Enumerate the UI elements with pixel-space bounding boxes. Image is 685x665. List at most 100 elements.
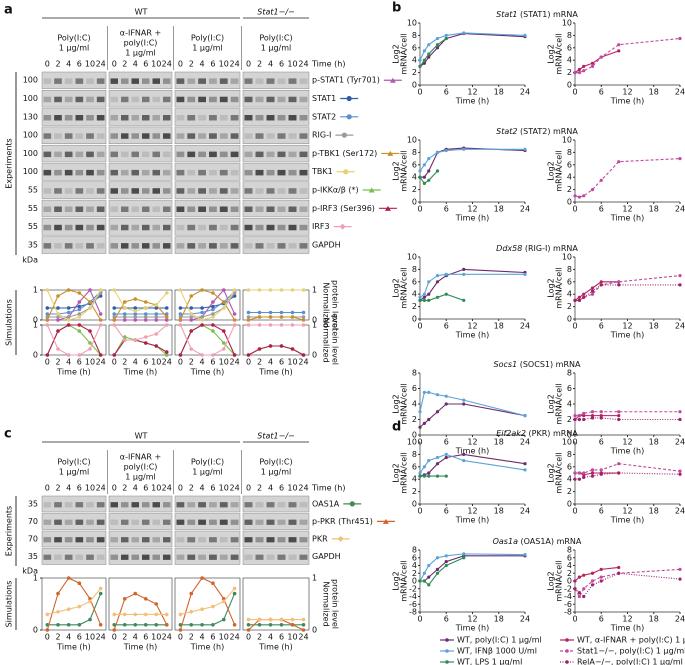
series-line [419,170,438,185]
sim-point [232,318,237,322]
sim-point [211,353,215,357]
sim-point [143,341,148,345]
sim-point [232,323,237,327]
data-point [617,462,621,466]
data-point [617,280,621,284]
data-point [617,571,621,575]
gene-name: Stat2 [496,127,517,136]
band [163,188,171,194]
y-tick-label: -6 [564,600,572,609]
y-tick-label: -6 [409,600,417,609]
band [266,206,275,212]
data-point [427,43,431,47]
band [288,133,297,139]
sim-point [154,318,159,322]
sim-point [66,353,71,357]
data-point [422,465,426,469]
y-tick-label-right: 1 [312,321,317,330]
time-label: 24 [298,484,308,493]
band [266,115,275,121]
sim-point [232,623,237,627]
kda-label: 35 [28,499,38,508]
sim-line [113,336,168,356]
data-point [418,169,422,173]
sim-point [164,312,169,316]
sim-point [56,347,60,351]
band [96,519,105,525]
data-point [599,178,603,182]
sim-point [211,581,215,585]
band [244,188,253,194]
y-axis-label: Normalized [322,282,331,327]
time-label: 6 [279,60,284,69]
sim-point [66,607,71,611]
x-tick-label: 12 [622,438,632,447]
band [209,188,217,194]
band [277,78,286,84]
sim-point [77,300,82,304]
band [86,519,94,525]
data-point [617,417,621,422]
band [209,554,217,560]
sim-point [257,315,262,319]
time-label: 4 [66,60,71,69]
sim-point [211,315,215,319]
protein-label: PKR [312,534,328,543]
plot-frame [242,577,310,631]
sim-point [122,318,127,322]
x-tick-label: 6 [143,358,148,367]
band [266,519,275,525]
sim-point [221,300,226,304]
panel-label: d [392,420,401,435]
sim-point [200,323,204,327]
band [54,115,62,121]
band [131,502,139,508]
data-point [444,402,448,406]
band [198,519,206,525]
marker [384,205,391,211]
band [96,96,105,103]
sim-point [143,335,148,339]
blot [174,181,241,199]
x-tick-label: 6 [444,88,449,97]
band [219,151,228,158]
band [152,502,160,508]
sim-line [179,577,236,631]
x-tick-label: 0 [572,615,577,624]
sim-point [279,344,284,348]
data-point [573,194,577,198]
y-tick-label-right: 1 [312,286,317,295]
x-tick-label: 18 [649,205,659,214]
band [277,554,286,560]
data-point [427,178,431,182]
x-axis-label: Time (h) [455,97,489,106]
plot-title: Socs1 (SOCS1) mRNA [494,360,581,369]
band [131,224,139,231]
y-tick-label: 2 [412,487,417,496]
band [163,96,171,103]
band [266,243,275,249]
band [43,519,52,525]
band [299,243,308,249]
sim-point [200,306,204,310]
band [219,554,228,560]
data-point [590,416,595,420]
sim-point [98,586,103,591]
condition-label: 1 µg/ml [125,49,156,58]
sim-point [133,297,138,301]
band [96,224,105,231]
band [198,151,206,158]
data-point [422,58,426,62]
y-tick-label: 10 [407,438,417,447]
sim-point [200,623,204,627]
sim-point [98,591,103,596]
band [230,243,239,249]
blot [108,90,173,108]
sim-point [88,300,92,304]
y-tick-label: 0 [412,198,417,207]
kda-label: 55 [28,204,38,213]
y-tick-label: 10 [407,136,417,145]
data-point [422,292,426,296]
band [187,519,196,525]
sim-point [301,318,306,322]
